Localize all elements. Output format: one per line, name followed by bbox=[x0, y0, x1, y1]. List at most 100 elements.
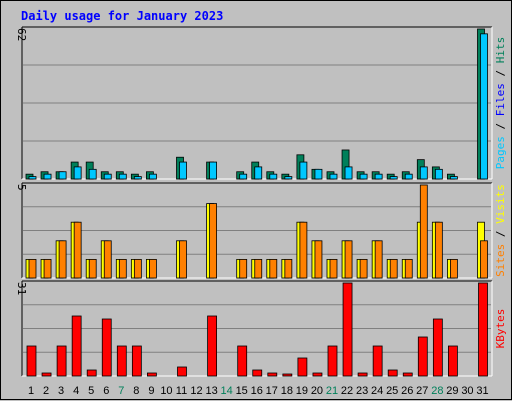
legend-entry: / bbox=[494, 224, 507, 244]
bar-sites bbox=[239, 258, 248, 279]
bar-files bbox=[269, 173, 278, 180]
x-tick-label: 27 bbox=[416, 385, 428, 397]
x-tick-label: 26 bbox=[401, 385, 413, 397]
bar-sites bbox=[118, 258, 127, 279]
x-tick-label: 13 bbox=[205, 385, 217, 397]
x-tick-label: 22 bbox=[341, 385, 353, 397]
bar-files bbox=[28, 176, 37, 180]
x-tick-label: 9 bbox=[148, 385, 154, 397]
bar-files bbox=[88, 168, 97, 180]
x-tick-label: 2 bbox=[43, 385, 49, 397]
x-tick-label: 24 bbox=[371, 385, 383, 397]
bar-files bbox=[148, 173, 157, 180]
bar-files bbox=[133, 176, 142, 180]
bar-sites bbox=[449, 258, 458, 279]
x-tick-label: 12 bbox=[190, 385, 202, 397]
x-tick-label: 19 bbox=[296, 385, 308, 397]
x-tick-label: 8 bbox=[133, 385, 139, 397]
x-tick-label: 7 bbox=[118, 385, 124, 397]
bar-sites bbox=[179, 240, 187, 279]
x-tick-label: 31 bbox=[476, 385, 488, 397]
x-tick-label: 25 bbox=[386, 385, 398, 397]
bar-sites bbox=[359, 258, 368, 279]
bar-files bbox=[103, 173, 112, 180]
bar-kbytes bbox=[267, 372, 278, 377]
legend-entry: / bbox=[494, 116, 507, 136]
x-tick-label: 3 bbox=[58, 385, 64, 397]
bar-files bbox=[314, 168, 323, 180]
y-max-label: 62 bbox=[15, 28, 28, 41]
x-tick-label: 4 bbox=[73, 385, 79, 397]
bar-files bbox=[284, 176, 293, 180]
bar-sites bbox=[254, 258, 263, 279]
bar-kbytes bbox=[327, 345, 338, 377]
bar-files bbox=[179, 161, 187, 180]
legend-entry: Visits bbox=[494, 184, 507, 224]
bar-kbytes bbox=[86, 369, 97, 377]
x-tick-label: 29 bbox=[446, 385, 458, 397]
x-tick-label: 6 bbox=[103, 385, 109, 397]
panel-hits-files-pages: 62 Pages / Files / Hits bbox=[15, 26, 507, 180]
bar-sites bbox=[73, 221, 82, 279]
bar-kbytes bbox=[282, 373, 293, 377]
bar-kbytes bbox=[252, 369, 263, 377]
bar-files bbox=[434, 168, 443, 180]
x-tick-label: 1 bbox=[28, 385, 34, 397]
bar-kbytes bbox=[146, 372, 157, 377]
legend-entry: Sites bbox=[494, 244, 507, 277]
bar-kbytes bbox=[357, 372, 368, 377]
panel-kbytes: 31 KBytes bbox=[15, 280, 507, 377]
bar-files bbox=[43, 173, 52, 180]
bar-files bbox=[389, 176, 398, 180]
legend-entry: KBytes bbox=[494, 309, 507, 349]
bar-sites bbox=[374, 240, 383, 279]
bar-kbytes bbox=[131, 345, 142, 377]
bar-sites bbox=[209, 203, 218, 279]
bar-kbytes bbox=[447, 345, 458, 377]
bar-files bbox=[374, 173, 383, 180]
panel-visits-sites: 5 Sites / Visits bbox=[15, 182, 507, 279]
bar-sites bbox=[389, 258, 398, 279]
bar-kbytes bbox=[312, 372, 323, 377]
x-tick-label: 5 bbox=[88, 385, 94, 397]
legend-kbytes: KBytes bbox=[494, 309, 507, 349]
y-max-label: 5 bbox=[15, 184, 28, 191]
x-tick-label: 11 bbox=[176, 385, 187, 397]
chart-title: Daily usage for January 2023 bbox=[21, 9, 223, 23]
bar-kbytes bbox=[402, 372, 413, 377]
bar-sites bbox=[419, 184, 428, 279]
legend-entry: / bbox=[494, 63, 507, 83]
bar-kbytes bbox=[101, 318, 112, 377]
bar-kbytes bbox=[116, 345, 127, 377]
legend-entry: Files bbox=[494, 83, 507, 116]
bar-files bbox=[344, 166, 353, 180]
bar-files bbox=[329, 173, 338, 180]
bar-files bbox=[118, 173, 127, 180]
legend-entry: Hits bbox=[494, 37, 507, 64]
bar-sites bbox=[43, 258, 52, 279]
bar-files bbox=[419, 166, 428, 180]
bar-files bbox=[254, 166, 263, 180]
bar-sites bbox=[329, 258, 338, 279]
bar-sites bbox=[103, 240, 112, 279]
bar-kbytes bbox=[237, 345, 248, 377]
bar-sites bbox=[480, 240, 488, 279]
y-max-label: 31 bbox=[15, 282, 28, 295]
bar-sites bbox=[344, 240, 353, 279]
bar-kbytes bbox=[41, 372, 52, 377]
bar-sites bbox=[133, 258, 142, 279]
bar-kbytes bbox=[417, 336, 428, 377]
x-tick-label: 28 bbox=[431, 385, 443, 397]
x-tick-label: 23 bbox=[356, 385, 368, 397]
bar-files bbox=[73, 166, 82, 180]
legend-entry: Pages bbox=[494, 136, 507, 169]
bar-sites bbox=[148, 258, 157, 279]
bar-files bbox=[480, 33, 488, 180]
x-tick-label: 16 bbox=[251, 385, 263, 397]
bar-kbytes bbox=[207, 315, 218, 377]
bar-sites bbox=[88, 258, 97, 279]
bar-files bbox=[449, 176, 458, 180]
bar-files bbox=[239, 173, 248, 180]
bar-files bbox=[209, 161, 218, 180]
